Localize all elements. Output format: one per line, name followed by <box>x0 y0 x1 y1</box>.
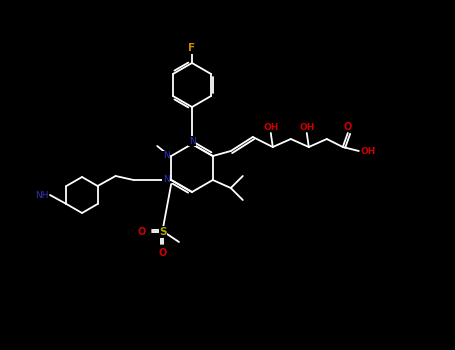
Text: S: S <box>159 227 167 237</box>
Text: OH: OH <box>299 122 314 132</box>
Text: O: O <box>344 122 352 132</box>
Text: O: O <box>159 248 167 258</box>
Text: F: F <box>188 43 196 53</box>
Text: OH: OH <box>360 147 375 155</box>
Text: N: N <box>189 136 195 146</box>
Text: N: N <box>163 152 170 161</box>
Text: OH: OH <box>263 122 278 132</box>
Text: N: N <box>163 175 170 184</box>
Text: NH: NH <box>35 190 49 199</box>
Text: O: O <box>138 227 146 237</box>
